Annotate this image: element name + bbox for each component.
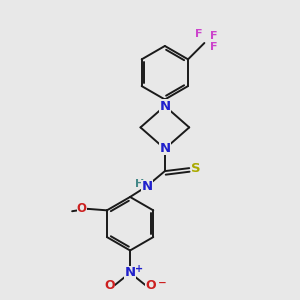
Text: −: − — [158, 278, 167, 288]
Text: O: O — [104, 279, 115, 292]
Text: +: + — [135, 264, 144, 274]
Text: F: F — [195, 29, 203, 39]
Text: H: H — [135, 179, 145, 189]
Text: N: N — [142, 180, 153, 193]
Text: N: N — [124, 266, 136, 279]
Text: N: N — [159, 142, 170, 155]
Text: S: S — [191, 162, 201, 175]
Text: N: N — [159, 100, 170, 112]
Text: F: F — [210, 43, 218, 52]
Text: O: O — [146, 279, 156, 292]
Text: O: O — [77, 202, 87, 215]
Text: F: F — [209, 31, 217, 40]
